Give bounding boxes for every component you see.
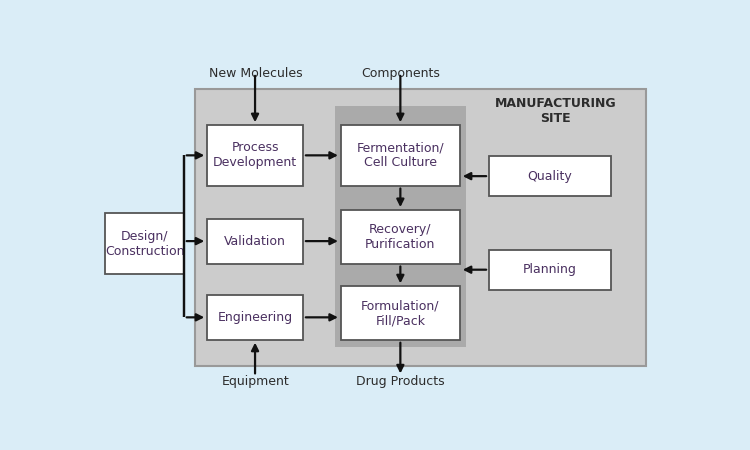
Text: Validation: Validation bbox=[224, 234, 286, 248]
FancyBboxPatch shape bbox=[340, 125, 460, 186]
FancyBboxPatch shape bbox=[105, 213, 184, 274]
Text: Quality: Quality bbox=[528, 170, 572, 183]
Text: Equipment: Equipment bbox=[221, 375, 290, 388]
FancyBboxPatch shape bbox=[335, 106, 466, 347]
Text: Components: Components bbox=[362, 67, 440, 80]
FancyBboxPatch shape bbox=[196, 89, 646, 366]
Text: Drug Products: Drug Products bbox=[356, 375, 445, 388]
Text: New Molecules: New Molecules bbox=[209, 67, 302, 80]
FancyBboxPatch shape bbox=[340, 286, 460, 340]
Text: Formulation/
Fill/Pack: Formulation/ Fill/Pack bbox=[361, 299, 440, 327]
FancyBboxPatch shape bbox=[207, 125, 303, 186]
FancyBboxPatch shape bbox=[489, 250, 611, 290]
Text: MANUFACTURING
SITE: MANUFACTURING SITE bbox=[495, 97, 616, 125]
Text: Engineering: Engineering bbox=[217, 311, 292, 324]
FancyBboxPatch shape bbox=[207, 295, 303, 340]
FancyBboxPatch shape bbox=[207, 219, 303, 264]
Text: Fermentation/
Cell Culture: Fermentation/ Cell Culture bbox=[356, 141, 444, 169]
FancyBboxPatch shape bbox=[340, 210, 460, 264]
Text: Recovery/
Purification: Recovery/ Purification bbox=[365, 223, 436, 251]
Text: Process
Development: Process Development bbox=[213, 141, 297, 169]
Text: Planning: Planning bbox=[523, 263, 577, 276]
FancyBboxPatch shape bbox=[489, 156, 611, 196]
Text: Design/
Construction: Design/ Construction bbox=[105, 230, 184, 258]
